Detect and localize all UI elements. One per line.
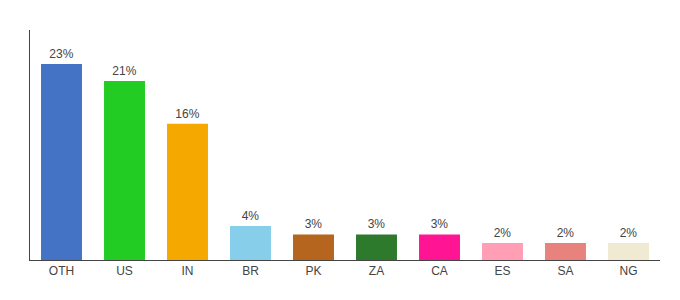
svg-text:OTH: OTH <box>49 264 74 278</box>
svg-text:CA: CA <box>431 264 448 278</box>
svg-text:3%: 3% <box>305 217 323 231</box>
svg-text:NG: NG <box>620 264 638 278</box>
svg-text:PK: PK <box>305 264 321 278</box>
svg-text:16%: 16% <box>175 107 199 121</box>
svg-text:3%: 3% <box>368 217 386 231</box>
svg-text:IN: IN <box>182 264 194 278</box>
svg-text:21%: 21% <box>112 64 136 78</box>
svg-text:BR: BR <box>242 264 259 278</box>
svg-text:ZA: ZA <box>369 264 384 278</box>
svg-text:US: US <box>116 264 133 278</box>
svg-text:23%: 23% <box>49 47 73 61</box>
svg-text:3%: 3% <box>431 217 449 231</box>
svg-text:SA: SA <box>557 264 573 278</box>
svg-text:2%: 2% <box>557 226 575 240</box>
svg-text:4%: 4% <box>242 209 260 223</box>
svg-text:2%: 2% <box>494 226 512 240</box>
svg-text:2%: 2% <box>620 226 638 240</box>
svg-text:ES: ES <box>494 264 510 278</box>
